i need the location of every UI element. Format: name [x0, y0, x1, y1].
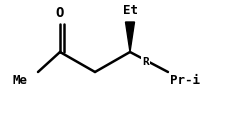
- Text: Me: Me: [12, 74, 27, 87]
- Text: R: R: [142, 57, 149, 67]
- Text: Pr-i: Pr-i: [170, 74, 200, 87]
- Polygon shape: [125, 22, 134, 52]
- Text: O: O: [56, 6, 64, 20]
- Text: Et: Et: [122, 5, 138, 17]
